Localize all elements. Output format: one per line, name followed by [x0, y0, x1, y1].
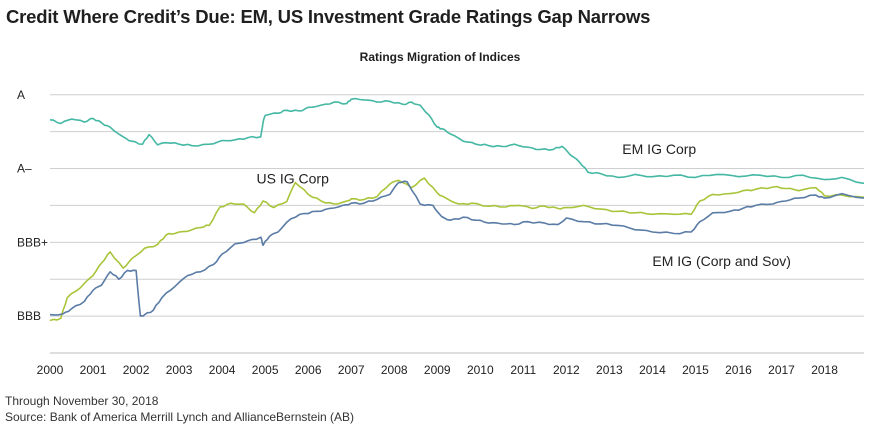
- x-tick-label: 2004: [209, 363, 236, 377]
- x-tick-label: 2006: [295, 363, 322, 377]
- x-tick-label: 2014: [639, 363, 666, 377]
- chart-title: Ratings Migration of Indices: [359, 50, 521, 64]
- x-tick-label: 2001: [80, 363, 107, 377]
- footnote: Through November 30, 2018: [5, 394, 159, 408]
- x-tick-label: 2005: [252, 363, 279, 377]
- ratings-line-chart: AA–BBB+BBB 2000 2001 2002 2003 2004 2005 2006 2…: [17, 88, 865, 377]
- x-tick-label: 2012: [553, 363, 580, 377]
- x-tick-label: 2010: [467, 363, 494, 377]
- series-lines: [49, 97, 865, 322]
- x-tick-label: 2018: [811, 363, 838, 377]
- x-tick-label: 2015: [682, 363, 709, 377]
- x-tick-label: 2003: [166, 363, 193, 377]
- x-tick-label: 2000: [37, 363, 64, 377]
- x-tick-labels: 2000 2001 2002 2003 2004 2005 2006 2007 2008 2009…: [37, 363, 839, 377]
- series-annotations: EM IG Corp US IG Corp EM IG (Corp and Sov): [257, 141, 791, 269]
- y-tick-label: A–: [17, 162, 32, 176]
- y-tick-label: A: [17, 88, 25, 102]
- y-tick-label: BBB+: [17, 235, 48, 249]
- y-tick-labels: A A– BBB+ BBB: [17, 88, 48, 323]
- series-line-em-ig-corp: [49, 97, 865, 185]
- x-tick-label: 2007: [338, 363, 365, 377]
- x-tick-label: 2016: [725, 363, 752, 377]
- series-label: EM IG Corp: [622, 141, 696, 157]
- series-label: US IG Corp: [257, 170, 330, 186]
- series-line-us-ig-corp: [49, 177, 865, 322]
- x-tick-label: 2008: [381, 363, 408, 377]
- series-label: EM IG (Corp and Sov): [652, 253, 791, 269]
- series-line-em-ig-corp-sov: [49, 180, 865, 317]
- grid-layer: [50, 94, 864, 354]
- y-tick-label: BBB: [17, 309, 41, 323]
- source-note: Source: Bank of America Merrill Lynch an…: [5, 410, 355, 424]
- x-tick-label: 2017: [768, 363, 795, 377]
- x-tick-label: 2002: [123, 363, 150, 377]
- x-tick-label: 2013: [596, 363, 623, 377]
- page-title: Credit Where Credit’s Due: EM, US Invest…: [6, 6, 651, 27]
- x-tick-label: 2009: [424, 363, 451, 377]
- x-tick-label: 2011: [510, 363, 536, 377]
